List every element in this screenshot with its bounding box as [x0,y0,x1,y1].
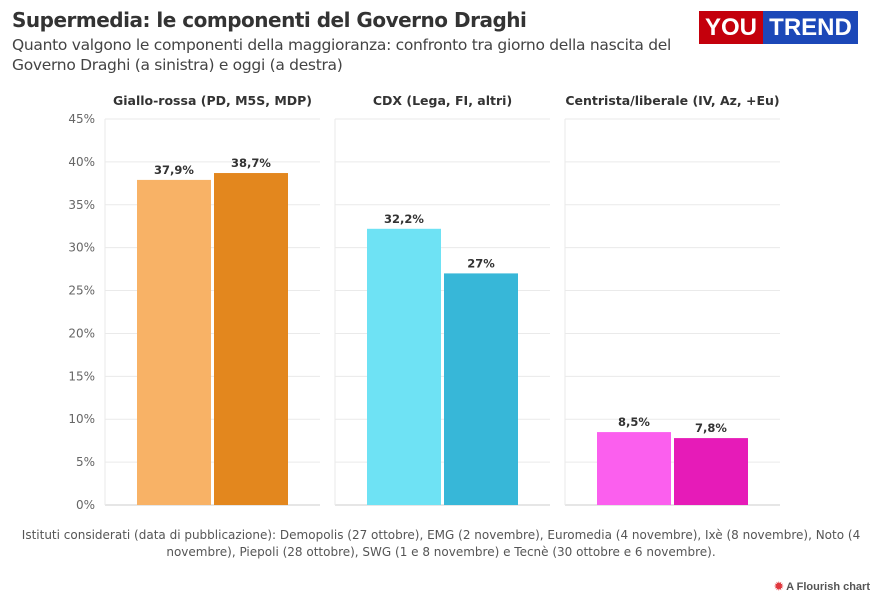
y-tick-label: 25% [68,284,95,298]
bar-value-label: 7,8% [695,421,727,435]
y-tick-label: 45% [68,112,95,126]
y-tick-label: 35% [68,198,95,212]
panel-title: Centrista/liberale (IV, Az, +Eu) [565,93,779,108]
bar-value-label: 8,5% [618,415,650,429]
footnote: Istituti considerati (data di pubblicazi… [21,528,861,559]
y-tick-label: 15% [68,369,95,383]
bar [214,173,288,506]
bar [367,228,441,505]
y-tick-label: 5% [76,455,95,469]
bar [444,273,518,505]
y-tick-label: 20% [68,326,95,340]
bar-value-label: 37,9% [154,163,194,177]
bar [597,432,671,505]
chart-title: Supermedia: le componenti del Governo Dr… [12,8,527,32]
y-tick-label: 10% [68,412,95,426]
bar [674,438,748,505]
youtrend-logo: YOU TREND [699,11,858,44]
chart-subtitle: Quanto valgono le componenti della maggi… [12,36,671,74]
bar [137,179,211,505]
bar-value-label: 32,2% [384,212,424,226]
bar-value-label: 38,7% [231,156,271,170]
y-tick-label: 40% [68,155,95,169]
bar-value-label: 27% [467,256,495,270]
y-tick-label: 30% [68,241,95,255]
panel-title: CDX (Lega, FI, altri) [373,93,512,108]
chart-area: 0% 5% 10% 15% 20% 25% 30% 35% 40% 45% Giallo-rossa… [68,93,780,512]
panel-title: Giallo-rossa (PD, M5S, MDP) [113,93,312,108]
flourish-icon: ✹ [774,581,787,593]
y-tick-label: 0% [76,498,95,512]
flourish-credit[interactable]: ✹ A Flourish chart [774,581,870,593]
